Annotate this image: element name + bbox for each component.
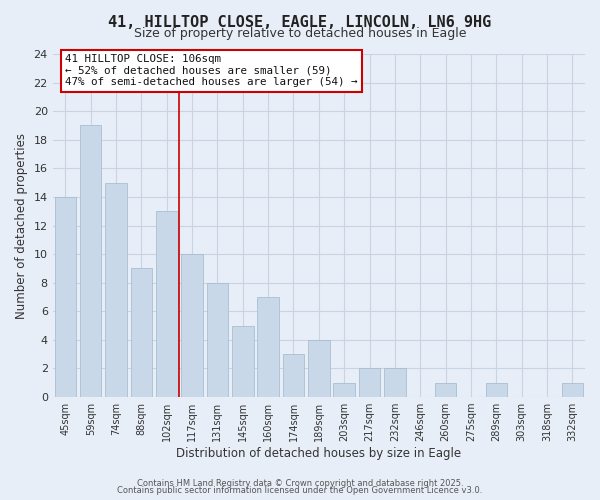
Bar [435,383,457,397]
Text: Size of property relative to detached houses in Eagle: Size of property relative to detached ho… [134,28,466,40]
Bar [206,282,228,397]
Text: 41 HILLTOP CLOSE: 106sqm
← 52% of detached houses are smaller (59)
47% of semi-d: 41 HILLTOP CLOSE: 106sqm ← 52% of detach… [65,54,358,87]
Bar [334,383,355,397]
Bar [80,126,101,397]
Text: Contains HM Land Registry data © Crown copyright and database right 2025.: Contains HM Land Registry data © Crown c… [137,478,463,488]
Bar [562,383,583,397]
Bar [232,326,254,397]
Text: Contains public sector information licensed under the Open Government Licence v3: Contains public sector information licen… [118,486,482,495]
Bar [181,254,203,397]
Bar [283,354,304,397]
Bar [359,368,380,397]
Bar [485,383,507,397]
Bar [55,197,76,397]
Bar [156,211,178,397]
Bar [257,297,279,397]
Bar [384,368,406,397]
X-axis label: Distribution of detached houses by size in Eagle: Distribution of detached houses by size … [176,447,461,460]
Text: 41, HILLTOP CLOSE, EAGLE, LINCOLN, LN6 9HG: 41, HILLTOP CLOSE, EAGLE, LINCOLN, LN6 9… [109,15,491,30]
Bar [308,340,329,397]
Bar [131,268,152,397]
Bar [105,182,127,397]
Y-axis label: Number of detached properties: Number of detached properties [15,132,28,318]
